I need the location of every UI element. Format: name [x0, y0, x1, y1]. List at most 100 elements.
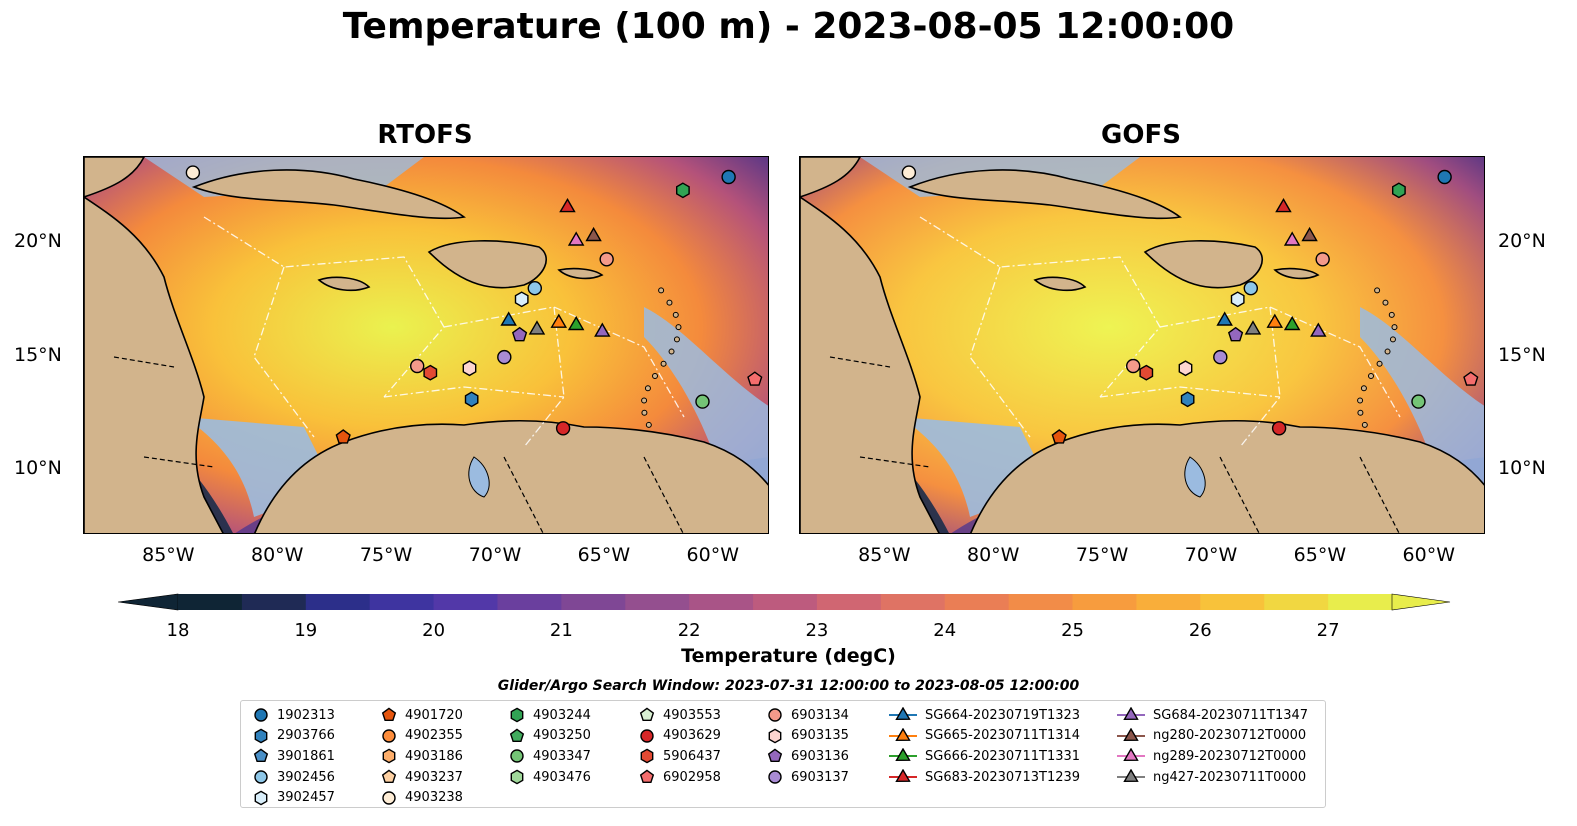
legend-label: 6903136: [791, 748, 849, 764]
legend-triangle-icon: [1123, 748, 1139, 762]
marker-ng427: [1244, 320, 1262, 335]
lon-tick-rtofs-0: 85°W: [142, 544, 195, 566]
marker-6903137: [1213, 349, 1228, 365]
lesser-antilles-island: [1388, 311, 1395, 318]
eez-boundary: [383, 386, 565, 398]
marker-6902958: [747, 371, 763, 386]
legend-label: 4903244: [533, 707, 591, 723]
legend-pentagon-icon: [381, 707, 397, 722]
colorbar: [117, 590, 1452, 618]
legend-marker-icon: [254, 728, 268, 744]
marker-4903629: [1271, 421, 1287, 436]
colorbar-tick-22: 22: [677, 620, 701, 641]
legend-item: 3901861: [253, 746, 335, 767]
legend-marker-icon: [381, 769, 397, 784]
legend-label: 6902958: [663, 769, 721, 785]
marker-5906437: [423, 364, 438, 381]
lesser-antilles-island: [1391, 324, 1398, 331]
colorbar-tick-26: 26: [1188, 620, 1212, 641]
marker-6903137: [497, 349, 512, 365]
map-rtofs-canvas: [84, 157, 768, 533]
colorbar-segment: [816, 594, 882, 610]
legend-item: 4903244: [509, 705, 591, 726]
lat-tick-left-10: 10°N: [14, 457, 62, 479]
colorbar-segment: [880, 594, 946, 610]
legend-item: SG684-20230711T1347: [1117, 705, 1308, 726]
land-puerto-rico: [1273, 267, 1320, 280]
lesser-antilles-island: [1367, 373, 1374, 380]
marker-2903766: [464, 391, 479, 408]
marker-SG666: [1283, 315, 1301, 331]
land-puerto-rico: [557, 267, 604, 280]
marker-6903136: [1227, 326, 1244, 342]
colorbar-segment: [241, 594, 307, 610]
land-south-america: [254, 419, 768, 533]
legend-marker-icon: [768, 708, 782, 722]
legend-item: 3902456: [253, 767, 335, 788]
lesser-antilles-island: [672, 311, 679, 318]
legend-circle-icon: [640, 729, 654, 743]
legend-pentagon-icon: [767, 749, 783, 763]
legend-column: SG684-20230711T1347 ng280-20230712T0000 ng…: [1117, 705, 1308, 787]
legend-marker-icon: [253, 749, 269, 763]
lesser-antilles-island: [1357, 397, 1364, 404]
legend-column: 1902313 2903766 3901861 3902456 3902457: [253, 705, 335, 808]
legend-item: 6903136: [767, 746, 849, 767]
marker-4903629: [555, 421, 571, 436]
observation-markers: [185, 165, 763, 444]
marker-3902456: [527, 280, 542, 296]
legend-marker-icon: [510, 749, 524, 764]
lon-tick-gofs-2: 75°W: [1075, 544, 1129, 566]
lon-tick-gofs-3: 70°W: [1184, 544, 1238, 566]
marker-SG665: [550, 313, 568, 328]
legend-item: 3902457: [253, 787, 335, 808]
legend-circle-icon: [382, 729, 396, 743]
legend-label: 4903237: [405, 769, 463, 785]
colorbar-extend-low: [117, 593, 179, 611]
legend-item: SG683-20230713T1239: [889, 767, 1080, 788]
legend-triangle-icon: [1123, 707, 1139, 721]
lat-tick-right-10: 10°N: [1498, 457, 1546, 479]
legend-label: 3901861: [277, 748, 335, 764]
lat-tick-right-20: 20°N: [1498, 230, 1546, 252]
legend-item: 1902313: [253, 705, 335, 726]
land-yucatan: [800, 157, 861, 198]
lat-tick-right-15: 15°N: [1498, 344, 1546, 366]
legend-label: 4903238: [405, 790, 463, 806]
legend-marker-icon: [382, 729, 396, 743]
colorbar-svg: [117, 593, 1451, 611]
marker-6903135: [1178, 360, 1193, 377]
colorbar-tick-19: 19: [294, 620, 318, 641]
legend-marker-icon: [889, 748, 917, 762]
legend-marker-icon: [1117, 727, 1145, 741]
legend-marker-icon: [1117, 769, 1145, 783]
legend-item: 4902355: [381, 726, 463, 747]
panel-title-rtofs: RTOFS: [377, 120, 473, 150]
legend-label: 3902457: [277, 790, 335, 806]
legend-marker-icon: [1117, 748, 1145, 762]
colorbar-segment: [689, 594, 754, 610]
marker-SG665: [1266, 313, 1284, 328]
lesser-antilles-island: [1382, 299, 1389, 306]
lon-tick-rtofs-2: 75°W: [359, 544, 413, 566]
lesser-antilles-island: [1374, 287, 1381, 294]
lesser-antilles-island: [651, 373, 658, 380]
legend-hexagon-icon: [640, 749, 654, 764]
legend-item: SG665-20230711T1314: [889, 726, 1080, 747]
country-border: [829, 356, 891, 368]
legend-label: 6903134: [791, 707, 849, 723]
eez-boundary: [523, 306, 565, 448]
legend-hexagon-icon: [382, 749, 396, 764]
marker-SG664: [500, 311, 517, 326]
marker-1902313: [1437, 169, 1452, 185]
marker-5906437: [1139, 364, 1154, 381]
legend-marker-icon: [254, 770, 268, 784]
legend-hexagon-icon: [768, 728, 782, 744]
colorbar-tick-20: 20: [422, 620, 446, 641]
legend-marker-icon: [1117, 707, 1145, 721]
country-border: [1359, 456, 1400, 533]
colorbar-segment: [305, 594, 371, 610]
legend-item: 4903347: [509, 746, 591, 767]
legend-marker-icon: [768, 770, 782, 784]
lon-tick-gofs-0: 85°W: [858, 544, 911, 566]
